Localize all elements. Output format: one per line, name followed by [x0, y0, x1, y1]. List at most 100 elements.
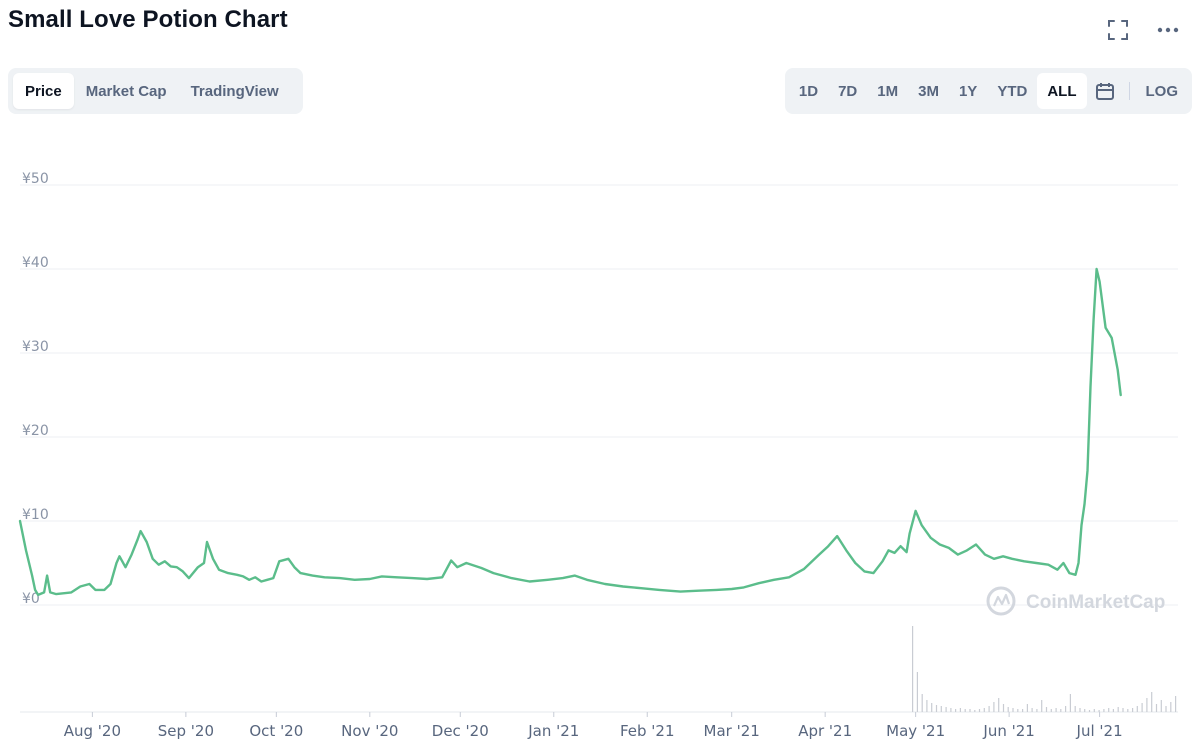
volume-bar	[1084, 709, 1086, 712]
volume-bar	[1175, 696, 1177, 712]
volume-bar	[912, 626, 914, 712]
volume-bar	[1098, 710, 1100, 712]
y-tick-label: ¥30	[22, 339, 49, 355]
volume-bar	[1050, 709, 1052, 712]
range-1y[interactable]: 1Y	[958, 82, 978, 100]
volume-bar	[993, 702, 995, 712]
volume-bar	[1127, 709, 1129, 712]
volume-bar	[1132, 708, 1134, 712]
volume-bar	[1093, 709, 1095, 712]
volume-bar	[950, 708, 952, 712]
volume-bar	[955, 709, 957, 712]
volume-bar	[1112, 709, 1114, 712]
range-1d[interactable]: 1D	[798, 82, 819, 100]
volume-bar	[1079, 708, 1081, 712]
volume-bar	[1108, 708, 1110, 712]
volume-bar	[916, 672, 918, 712]
volume-bar	[1017, 709, 1019, 712]
volume-bar	[1031, 708, 1033, 712]
volume-bar	[1160, 700, 1162, 712]
range-ytd[interactable]: YTD	[997, 82, 1028, 100]
volume-bar	[1103, 709, 1105, 712]
y-tick-label: ¥10	[22, 507, 49, 523]
volume-bar	[1170, 702, 1172, 712]
tab-price[interactable]: Price	[13, 73, 74, 109]
volume-bar	[1136, 706, 1138, 712]
volume-bar	[964, 709, 966, 712]
grid-lines	[20, 184, 1178, 713]
x-tick-label: Aug '20	[64, 722, 121, 740]
log-scale-toggle[interactable]: LOG	[1145, 82, 1179, 100]
price-line	[18, 267, 1122, 597]
volume-bar	[1074, 706, 1076, 712]
volume-bar	[921, 694, 923, 712]
x-tick-label: May '21	[886, 722, 945, 740]
volume-bar	[1022, 709, 1024, 712]
y-tick-label: ¥40	[22, 255, 49, 271]
fullscreen-icon[interactable]	[1104, 18, 1132, 42]
x-tick-label: Jan '21	[527, 722, 579, 740]
x-tick-label: Apr '21	[798, 722, 852, 740]
volume-bar	[1065, 706, 1067, 712]
volume-bar	[1002, 704, 1005, 712]
volume-bar	[1155, 704, 1158, 712]
volume-bar	[988, 706, 990, 712]
volume-bar	[1045, 707, 1048, 712]
x-tick-label: Jul '21	[1076, 722, 1123, 740]
page-title: Small Love Potion Chart	[8, 6, 288, 33]
volume-bars	[912, 626, 1177, 712]
more-icon[interactable]	[1154, 18, 1182, 42]
volume-bar	[945, 707, 947, 712]
y-tick-label: ¥50	[22, 171, 49, 187]
range-divider	[1128, 82, 1130, 100]
volume-bar	[1060, 709, 1062, 712]
range-7d[interactable]: 7D	[838, 82, 858, 100]
volume-bar	[1026, 704, 1028, 712]
y-tick-label: ¥0	[22, 591, 40, 607]
volume-bar	[1088, 710, 1091, 712]
volume-bar	[931, 703, 933, 712]
range-1m[interactable]: 1M	[877, 82, 899, 100]
calendar-icon[interactable]	[1087, 73, 1123, 109]
volume-bar	[1165, 706, 1167, 712]
volume-bar	[926, 700, 928, 712]
volume-bar	[1141, 703, 1143, 712]
x-tick-label: Mar '21	[704, 722, 760, 740]
volume-bar	[1012, 708, 1014, 712]
volume-bar	[978, 709, 981, 712]
range-all[interactable]: ALL	[1037, 73, 1087, 109]
x-tick-label: Feb '21	[620, 722, 675, 740]
y-tick-label: ¥20	[22, 423, 49, 439]
volume-bar	[1146, 698, 1148, 712]
coinmarketcap-logo-icon	[986, 586, 1016, 616]
time-range-selector: 1D 7D 1M 3M 1Y YTD ALL LOG	[784, 68, 1192, 114]
volume-bar	[969, 709, 971, 712]
volume-bar	[983, 708, 985, 712]
volume-bar	[974, 710, 976, 712]
x-axis-labels: Aug '20 Sep '20 Oct '20 Nov '20 Dec '20 Jan '…	[64, 712, 1123, 740]
volume-bar	[1041, 700, 1043, 712]
volume-bar	[1151, 692, 1153, 712]
x-tick-label: Sep '20	[158, 722, 214, 740]
x-tick-label: Dec '20	[432, 722, 489, 740]
volume-bar	[935, 705, 938, 712]
volume-bar	[1117, 707, 1119, 712]
x-tick-label: Oct '20	[249, 722, 303, 740]
chart-actions	[1104, 18, 1182, 42]
volume-bar	[1007, 707, 1009, 712]
volume-bar	[1122, 708, 1124, 712]
chart-type-tabs: Price Market Cap TradingView	[8, 68, 303, 114]
volume-bar	[1069, 694, 1071, 712]
tab-market-cap[interactable]: Market Cap	[85, 82, 167, 100]
volume-bar	[1036, 709, 1038, 712]
volume-bar	[959, 708, 961, 712]
y-axis-labels: ¥0 ¥10 ¥20 ¥30 ¥40 ¥50	[22, 171, 49, 607]
volume-bar	[940, 706, 942, 712]
volume-bar	[1055, 708, 1057, 712]
watermark-text: CoinMarketCap	[1026, 592, 1165, 613]
price-series	[18, 267, 1122, 597]
watermark: CoinMarketCap	[986, 586, 1165, 616]
tab-tradingview[interactable]: TradingView	[190, 82, 279, 100]
range-3m[interactable]: 3M	[918, 82, 939, 100]
